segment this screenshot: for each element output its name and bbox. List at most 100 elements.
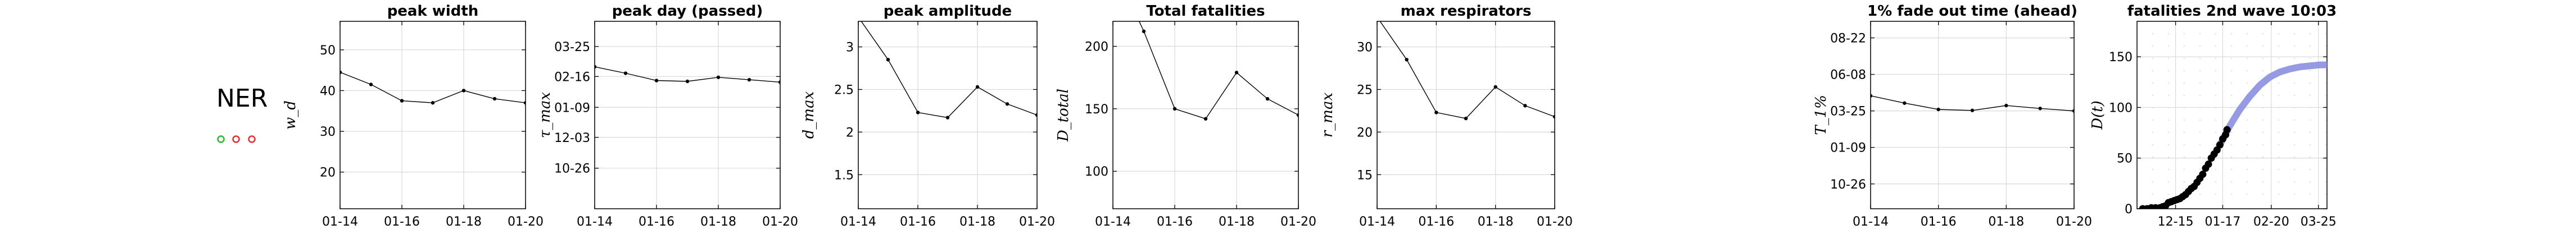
background-dot <box>2309 82 2311 84</box>
x-tick-label: 01-14 <box>577 215 613 229</box>
background-dot <box>2278 107 2280 109</box>
axes-frame <box>2136 21 2328 209</box>
background-dot <box>2215 144 2217 146</box>
background-dot <box>2199 131 2201 134</box>
background-dot <box>2183 70 2185 72</box>
data-point <box>747 77 751 82</box>
x-tick-label: 01-17 <box>2205 215 2241 229</box>
background-dot <box>2309 94 2311 97</box>
axes-frame <box>594 21 781 209</box>
background-dot <box>2152 94 2154 97</box>
plot-area <box>2139 61 2327 209</box>
background-dot <box>2278 45 2280 47</box>
data-point <box>916 111 920 114</box>
background-dot <box>2293 107 2296 109</box>
background-dot <box>2262 107 2264 109</box>
background-dot <box>2183 57 2185 59</box>
data-point <box>975 85 980 89</box>
series-line <box>1379 21 1555 119</box>
background-dot <box>2199 57 2201 59</box>
background-dot <box>2199 70 2201 72</box>
y-tick-label: 02-16 <box>554 70 590 84</box>
background-dot <box>2325 181 2327 183</box>
data-point <box>1172 107 1177 111</box>
background-dot <box>2246 82 2248 84</box>
background-dot <box>2167 131 2170 134</box>
chart-title: peak amplitude <box>884 3 1012 20</box>
x-tick-label: 01-16 <box>639 215 674 229</box>
background-dot <box>2167 70 2170 72</box>
background-dot <box>2262 45 2264 47</box>
background-dot <box>2215 70 2217 72</box>
background-dot <box>2262 181 2264 183</box>
background-dot <box>2199 82 2201 84</box>
background-dot <box>2293 144 2296 146</box>
y-tick-label: 40 <box>320 84 336 98</box>
x-tick-label: 01-18 <box>700 215 736 229</box>
x-tick-label: 01-14 <box>1853 215 1889 229</box>
background-dot <box>2215 33 2217 35</box>
data-point <box>1552 114 1555 119</box>
y-tick-label: 20 <box>320 166 336 180</box>
background-dot <box>2183 168 2185 171</box>
y-tick-label: 08-22 <box>1830 31 1866 45</box>
data-point <box>2038 107 2042 111</box>
y-tick-label: 100 <box>2109 101 2133 115</box>
background-dot <box>2183 144 2185 146</box>
observed-point <box>2216 141 2224 149</box>
background-dot <box>2325 168 2327 171</box>
data-point <box>886 58 890 62</box>
x-tick-label: 01-16 <box>900 215 936 229</box>
y-tick-label: 3 <box>846 41 854 55</box>
background-dot <box>2246 119 2248 121</box>
axes-frame <box>1377 21 1555 209</box>
background-dot <box>2199 144 2201 146</box>
x-tick-label: 01-20 <box>1537 215 1573 229</box>
y-tick-label: 1.5 <box>834 168 854 182</box>
background-dot <box>2215 94 2217 97</box>
background-dot <box>2278 144 2280 146</box>
background-dot <box>2309 181 2311 183</box>
data-point <box>1296 113 1298 117</box>
y-axis-label: r_max <box>1319 93 1336 138</box>
data-point <box>1936 107 1940 112</box>
background-dot <box>2215 107 2217 109</box>
background-dot <box>2215 45 2217 47</box>
y-tick-label: 10-26 <box>1830 178 1866 192</box>
background-dot <box>2183 94 2185 97</box>
chart-title: fatalities 2nd wave 10:03 <box>2127 3 2337 20</box>
background-dot <box>2309 57 2311 59</box>
data-point <box>492 97 497 101</box>
background-dot <box>2167 57 2170 59</box>
background-dot <box>2246 70 2248 72</box>
background-dot <box>2230 144 2233 146</box>
data-point <box>857 15 860 19</box>
y-tick-label: 0 <box>2125 203 2133 217</box>
background-dot <box>2293 94 2296 97</box>
data-point <box>654 79 659 82</box>
background-dot <box>2183 156 2185 158</box>
background-dot <box>2246 156 2248 158</box>
y-tick-label: 10-26 <box>554 162 590 176</box>
background-dot <box>2230 168 2233 171</box>
data-point <box>1903 101 1907 105</box>
background-dot <box>2199 156 2201 158</box>
background-dot <box>2325 131 2327 134</box>
background-dot <box>2167 82 2170 84</box>
y-tick-label: 25 <box>1357 83 1373 97</box>
plot-area <box>857 15 1037 120</box>
x-tick-label: 01-20 <box>1019 215 1055 229</box>
background-dot <box>2278 94 2280 97</box>
background-dot <box>2325 45 2327 47</box>
background-dot <box>2262 168 2264 171</box>
background-dot <box>2278 82 2280 84</box>
chart-title: 1% fade out time (ahead) <box>1867 3 2077 20</box>
background-dot <box>2246 107 2248 109</box>
data-point <box>340 70 342 74</box>
fit-curve <box>2216 61 2327 149</box>
background-dot <box>2293 33 2296 35</box>
data-point <box>400 99 404 103</box>
data-point <box>461 89 466 93</box>
data-point <box>2072 109 2074 113</box>
y-tick-label: 01-09 <box>554 101 590 115</box>
